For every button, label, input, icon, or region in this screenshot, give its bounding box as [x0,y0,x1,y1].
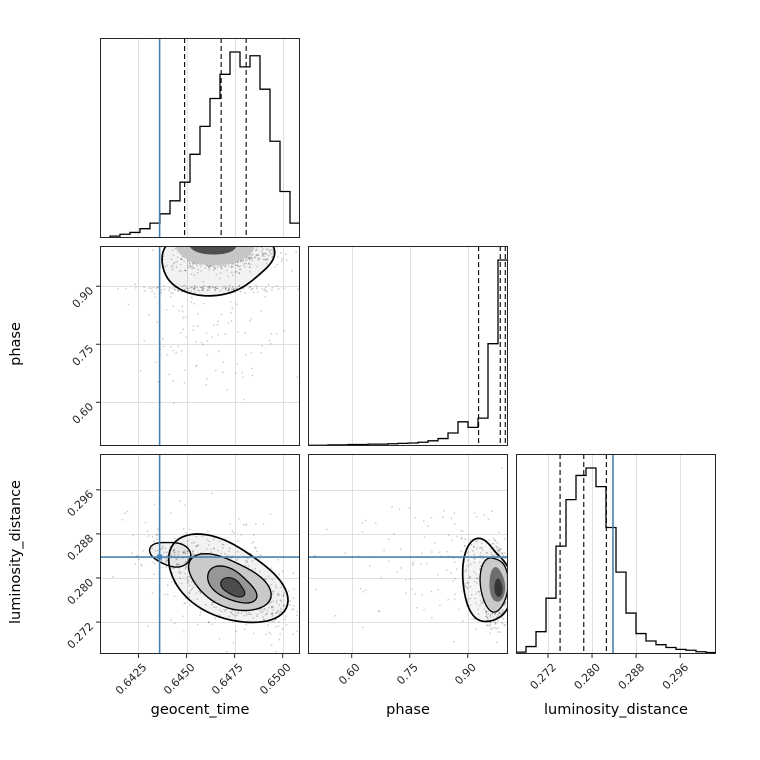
y-axis-label-luminosity-distance: luminosity_distance [8,480,24,624]
x-axis-label-luminosity-distance: luminosity_distance [544,702,688,718]
y-axis-label-phase: phase [8,322,24,366]
x-axis-label-phase: phase [386,702,430,718]
x-axis-label-geocent-time: geocent_time [150,702,250,718]
